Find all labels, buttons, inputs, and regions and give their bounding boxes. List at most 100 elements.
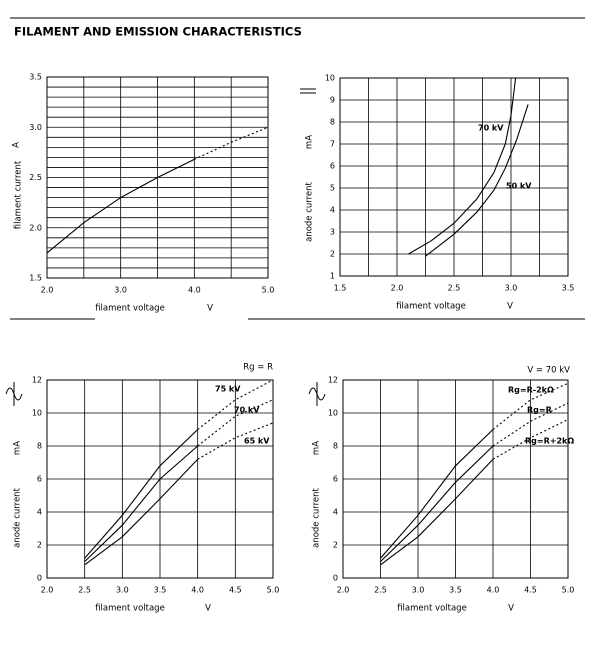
y-tick-label: 1.5 [29,274,42,283]
y-tick-label: 2 [37,541,42,550]
curve [197,422,274,460]
curve-label: 75 kV [215,385,241,394]
y-tick-label: 4 [333,508,338,517]
y-axis-label: filament current [14,160,24,229]
x-tick-label: 2.0 [41,286,54,295]
x-tick-label: 4.0 [487,586,500,595]
curve [492,419,569,460]
y-tick-label: 8 [37,442,42,451]
curve [84,458,199,566]
plot-frame [46,379,274,579]
y-axis-unit: A [12,142,22,148]
y-axis-label: anode current [13,487,23,547]
y-tick-label: 6 [330,162,335,171]
y-tick-label: 2 [330,250,335,259]
curve-label: 70 kV [234,406,260,415]
y-tick-label: 5 [330,184,335,193]
y-tick-label: 10 [325,74,335,83]
x-axis-unit: V [507,302,513,312]
x-tick-label: 2.5 [448,284,461,293]
y-tick-label: 12 [32,376,42,385]
y-tick-label: 8 [330,118,335,127]
ac-symbol [308,382,326,406]
x-tick-label: 3.5 [562,284,575,293]
x-tick-label: 5.0 [262,286,275,295]
curve [194,126,269,160]
x-tick-label: 2.0 [337,586,350,595]
x-tick-label: 4.5 [524,586,537,595]
curve [425,104,529,257]
curve [380,458,494,566]
curve [84,445,199,562]
y-axis-unit: mA [312,441,322,455]
x-tick-label: 4.0 [188,286,201,295]
x-tick-label: 3.5 [449,586,462,595]
y-tick-label: 3.0 [29,123,42,132]
x-tick-label: 3.0 [114,286,127,295]
ac-symbol [5,382,23,406]
y-tick-label: 10 [328,409,338,418]
y-axis-label: anode current [305,181,315,241]
x-tick-label: 5.0 [267,586,280,595]
dc-symbol [300,88,316,94]
curve [46,158,195,254]
y-tick-label: 3.5 [29,73,42,82]
y-tick-label: 10 [32,409,42,418]
y-tick-label: 4 [37,508,42,517]
x-tick-label: 2.5 [374,586,387,595]
y-tick-label: 2.0 [29,223,42,232]
y-tick-label: 6 [37,475,42,484]
plot-frame [46,76,269,279]
x-axis-unit: V [207,304,213,314]
curve-label: 50 kV [506,182,532,191]
x-tick-label: 2.0 [391,284,404,293]
chart-subtitle: V = 70 kV [527,366,570,376]
y-tick-label: 1 [330,272,335,281]
y-tick-label: 12 [328,376,338,385]
plot-frame [342,379,569,579]
x-tick-label: 5.0 [562,586,575,595]
x-tick-label: 3.0 [505,284,518,293]
page-title: FILAMENT AND EMISSION CHARACTERISTICS [14,25,302,39]
curve [380,445,494,562]
x-tick-label: 3.0 [412,586,425,595]
x-axis-label: filament voltage [397,604,467,614]
chart-subtitle: Rg = R [243,363,273,373]
y-tick-label: 4 [330,206,335,215]
x-axis-label: filament voltage [95,604,165,614]
x-tick-label: 1.5 [334,284,347,293]
y-tick-label: 7 [330,140,335,149]
x-axis-unit: V [508,604,514,614]
y-axis-label: anode current [312,487,322,547]
curve-label: 70 kV [478,124,504,133]
y-axis-unit: mA [13,441,23,455]
x-axis-unit: V [205,604,211,614]
y-axis-unit: mA [305,135,315,149]
curve-label: Rg=R+2kΩ [525,437,574,446]
curve [408,77,517,255]
y-tick-label: 3 [330,228,335,237]
curve [492,402,569,447]
x-tick-label: 3.5 [154,586,167,595]
y-tick-label: 2.5 [29,173,42,182]
y-tick-label: 6 [333,475,338,484]
x-tick-label: 2.5 [78,586,91,595]
x-axis-label: filament voltage [95,304,165,314]
x-tick-label: 2.0 [41,586,54,595]
plot-frame [339,77,569,277]
y-tick-label: 9 [330,96,335,105]
x-tick-label: 4.5 [229,586,242,595]
y-tick-label: 2 [333,541,338,550]
x-axis-label: filament voltage [396,302,466,312]
y-tick-label: 0 [37,574,42,583]
y-tick-label: 8 [333,442,338,451]
curve-label: Rg=R-2kΩ [508,386,554,395]
x-tick-label: 4.0 [191,586,204,595]
curve [84,429,199,559]
x-tick-label: 3.0 [116,586,129,595]
y-tick-label: 0 [333,574,338,583]
curve-label: Rg=R [527,406,552,415]
curve-label: 65 kV [244,437,270,446]
curve [380,429,494,559]
